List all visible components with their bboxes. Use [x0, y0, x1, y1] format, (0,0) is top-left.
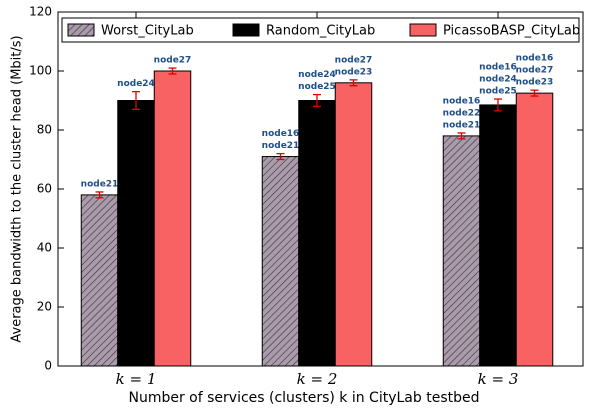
y-tick-label: 120	[29, 5, 52, 19]
error-bar	[276, 152, 285, 161]
y-tick-label: 80	[37, 123, 52, 137]
bar	[515, 92, 554, 367]
node-label: node16	[516, 54, 554, 64]
node-label: node24	[298, 70, 336, 80]
node-label: node27	[335, 55, 373, 65]
error-bar	[530, 89, 539, 97]
node-label: node23	[335, 67, 373, 77]
y-tick-label: 0	[44, 359, 52, 373]
bar	[80, 194, 119, 367]
legend: Worst_CityLab Random_CityLab PicassoBASP_C…	[61, 17, 580, 43]
y-tick-label: 100	[29, 64, 52, 78]
legend-label: Random_CityLab	[266, 24, 375, 39]
node-label: node27	[516, 66, 554, 76]
node-label: node16	[443, 96, 481, 106]
legend-label: PicassoBASP_CityLab	[443, 24, 580, 39]
node-label: node21	[81, 179, 119, 189]
legend-label: Worst_CityLab	[101, 24, 194, 39]
legend-swatch	[67, 23, 95, 37]
node-label: node21	[262, 141, 300, 151]
bar	[117, 100, 155, 367]
x-tick-label: k = 3	[478, 370, 519, 388]
node-label: node23	[516, 78, 554, 88]
bar	[334, 82, 373, 367]
error-bar	[168, 67, 177, 75]
bar	[442, 135, 481, 367]
error-bar	[132, 91, 140, 110]
legend-frame	[61, 17, 580, 43]
y-tick-label: 60	[37, 182, 52, 196]
bar	[479, 104, 517, 367]
error-bar	[457, 132, 466, 140]
bar	[261, 156, 300, 367]
node-label: node25	[479, 87, 517, 97]
node-label: node24	[117, 79, 155, 89]
node-label: node27	[154, 56, 192, 66]
error-bar	[313, 93, 321, 108]
x-tick-label: k = 2	[297, 370, 338, 388]
y-axis-label: Average bandwidth to the cluster head (M…	[10, 35, 25, 342]
node-label: node24	[479, 75, 517, 85]
y-tick-label: 20	[37, 300, 52, 314]
y-tick-label: 40	[37, 241, 52, 255]
error-bar	[494, 98, 502, 112]
legend-swatch	[409, 23, 437, 37]
error-bar	[349, 79, 358, 87]
bar	[153, 70, 192, 367]
legend-swatch	[232, 23, 260, 37]
plot-frame	[57, 11, 584, 367]
x-axis-label: Number of services (clusters) k in CityL…	[128, 390, 479, 406]
bar	[298, 100, 336, 367]
x-tick-label: k = 1	[116, 370, 157, 388]
node-label: node16	[479, 63, 517, 73]
error-bar	[95, 191, 104, 199]
node-label: node16	[262, 129, 300, 139]
node-label: node25	[298, 82, 336, 92]
node-label: node21	[443, 120, 481, 130]
node-label: node22	[443, 108, 481, 118]
